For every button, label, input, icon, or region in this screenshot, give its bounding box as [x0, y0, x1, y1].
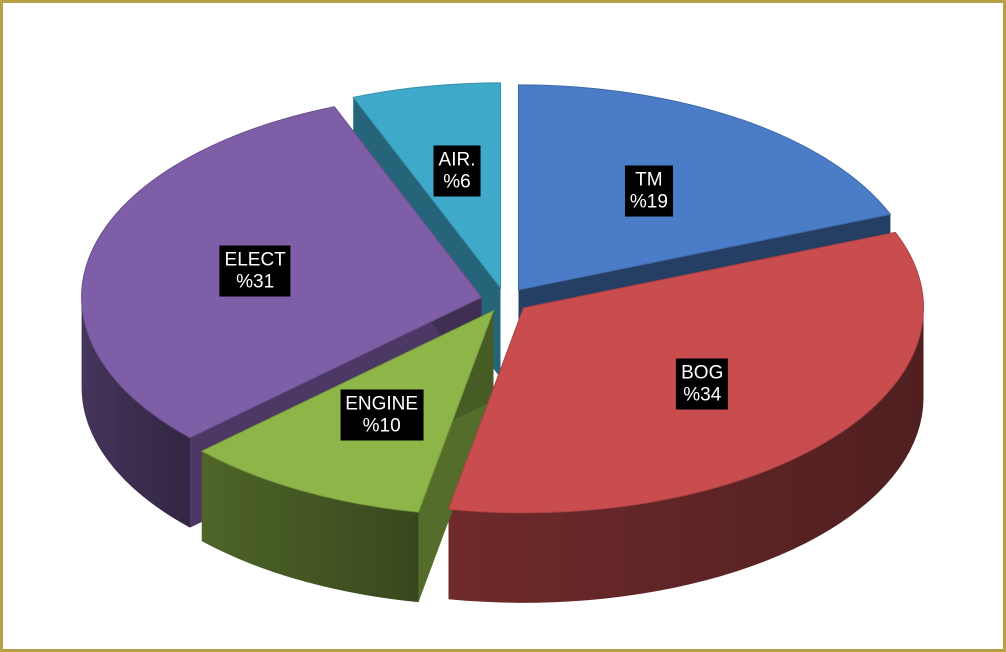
- data-label-air: AIR. %6: [433, 145, 481, 197]
- data-label-name: AIR.: [438, 149, 476, 171]
- data-label-value: %34: [683, 384, 722, 406]
- data-label-bog: BOG %34: [676, 358, 729, 410]
- slice-tm: [517, 84, 892, 291]
- data-label-name: BOG: [681, 362, 724, 384]
- data-label-value: %31: [236, 271, 275, 293]
- slice-side-bog: [448, 307, 924, 603]
- data-label-name: ENGINE: [345, 393, 419, 415]
- data-label-name: TM: [635, 169, 663, 191]
- data-label-engine: ENGINE %10: [340, 389, 424, 441]
- data-label-value: %19: [629, 191, 668, 213]
- slice-side-elect: [81, 297, 190, 528]
- slice-tops: [81, 82, 924, 514]
- slice-air: [352, 82, 502, 290]
- data-label-tm: TM %19: [624, 165, 673, 217]
- data-label-elect: ELECT %31: [219, 245, 291, 297]
- data-label-value: %10: [362, 415, 401, 437]
- data-label-value: %6: [443, 171, 471, 193]
- slice-side-engine: [201, 451, 419, 603]
- data-label-name: ELECT: [224, 249, 286, 271]
